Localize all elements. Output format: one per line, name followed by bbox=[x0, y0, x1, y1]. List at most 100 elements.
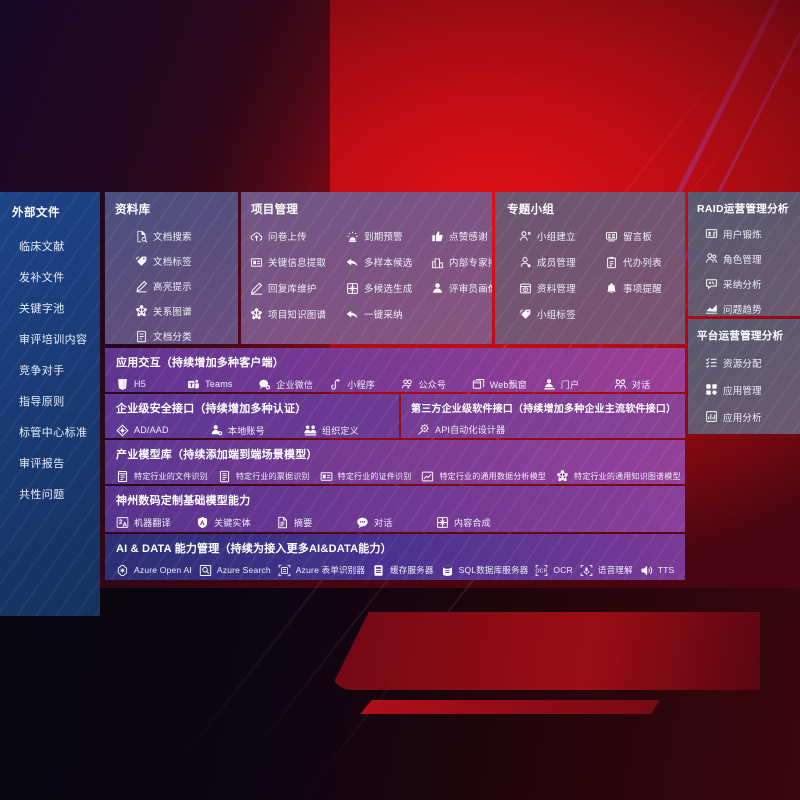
app-item-portal[interactable]: 门户 bbox=[543, 374, 614, 392]
thirdparty-item-api-designer[interactable]: API自动化设计器 bbox=[417, 419, 505, 438]
ai-item-ocr[interactable]: OCR OCR bbox=[535, 560, 573, 580]
model-item-file-recognition[interactable]: 特定行业的文件识别 bbox=[116, 466, 208, 484]
sidebar-item-keyword-pool[interactable]: 关键字池 bbox=[19, 303, 65, 315]
band-industry-model: 产业模型库（持续添加端到端场景模型） 特定行业的文件识别 特定行业的票据识别 特… bbox=[105, 440, 685, 484]
model-item-data-analysis[interactable]: 特定行业的通用数据分析模型 bbox=[421, 466, 546, 484]
capability-map: 外部文件 临床文献 发补文件 关键字池 审评培训内容 竞争对手 指导原则 标管中… bbox=[0, 192, 800, 616]
chat-analytics-icon bbox=[705, 277, 718, 290]
person-settings-icon bbox=[519, 256, 532, 269]
project-item-knowledge-graph[interactable]: 项目知识图谱 bbox=[250, 302, 346, 326]
model-item-knowledge-graph[interactable]: 特定行业的通用知识图谱模型 bbox=[556, 466, 681, 484]
dcits-item-content-synthesis[interactable]: 内容合成 bbox=[436, 512, 516, 532]
ai-item-sql-database[interactable]: SQL数据库服务器 bbox=[441, 560, 529, 580]
app-item-miniprogram[interactable]: 小程序 bbox=[329, 374, 400, 392]
ai-item-tts[interactable]: TTS bbox=[640, 560, 675, 580]
ai-item-cache-server[interactable]: 缓存服务器 bbox=[372, 560, 434, 580]
platform-item-resource-allocation[interactable]: 资源分配 bbox=[705, 350, 800, 375]
project-item-questionnaire-upload[interactable]: 问卷上传 bbox=[250, 224, 346, 248]
document-list-icon bbox=[135, 330, 148, 343]
ai-item-speech-understanding[interactable]: 语音理解 bbox=[580, 560, 633, 580]
library-item-document-category[interactable]: 文档分类 bbox=[135, 325, 238, 344]
organization-icon bbox=[304, 424, 317, 437]
library-item-relation-graph[interactable]: 关系图谱 bbox=[135, 300, 238, 322]
team-item-create-group[interactable]: 小组建立 bbox=[519, 224, 605, 248]
raid-item-user-training[interactable]: 用户锻炼 bbox=[705, 222, 800, 245]
security-item-org-definition[interactable]: 组织定义 bbox=[304, 420, 398, 438]
item-label: Teams bbox=[205, 379, 233, 389]
sidebar-item-competitors[interactable]: 竞争对手 bbox=[19, 365, 65, 377]
panel-project-title: 项目管理 bbox=[251, 204, 299, 216]
team-item-group-tag[interactable]: 小组标签 bbox=[519, 302, 605, 326]
ai-item-form-recognizer[interactable]: Azure 表单识别器 bbox=[278, 560, 365, 580]
sidebar-item-standards-center[interactable]: 标管中心标准 bbox=[19, 427, 88, 439]
item-label: 特定行业的通用数据分析模型 bbox=[439, 471, 547, 481]
team-item-event-reminder[interactable]: 事项提醒 bbox=[605, 276, 685, 300]
platform-item-app-analysis[interactable]: 应用分析 bbox=[705, 404, 800, 429]
sidebar-item-review-report[interactable]: 审评报告 bbox=[19, 458, 65, 470]
model-item-idcard-recognition[interactable]: 特定行业的证件识别 bbox=[320, 466, 412, 484]
ai-item-azure-search[interactable]: Azure Search bbox=[199, 560, 271, 580]
sidebar-item-supplement-files[interactable]: 发补文件 bbox=[19, 272, 65, 284]
app-item-wecom[interactable]: 企业微信 bbox=[258, 374, 329, 392]
item-label: 小组标签 bbox=[537, 310, 576, 321]
team-item-todo-list[interactable]: 代办列表 bbox=[605, 250, 685, 274]
dialog-group-icon bbox=[614, 378, 627, 391]
app-item-web-float-window[interactable]: Web飘窗 bbox=[472, 374, 543, 392]
library-item-document-tag[interactable]: 文档标签 bbox=[135, 250, 238, 272]
app-item-teams[interactable]: Teams bbox=[187, 374, 258, 392]
speech-icon bbox=[580, 564, 593, 577]
item-label: Web飘窗 bbox=[489, 379, 527, 390]
raid-item-role-management[interactable]: 角色管理 bbox=[705, 247, 800, 270]
sidebar-item-guidelines[interactable]: 指导原则 bbox=[19, 396, 65, 408]
project-item-thanks-like[interactable]: 点赞感谢 bbox=[431, 224, 492, 248]
web-window-icon bbox=[472, 378, 485, 391]
sidebar-item-common-issues[interactable]: 共性问题 bbox=[19, 489, 65, 501]
entity-badge-icon bbox=[196, 516, 209, 529]
sidebar-title: 外部文件 bbox=[12, 207, 60, 219]
item-label: Azure Open AI bbox=[134, 565, 192, 575]
platform-item-app-management[interactable]: 应用管理 bbox=[705, 377, 800, 402]
team-item-material-management[interactable]: 资料管理 bbox=[519, 276, 605, 300]
item-label: 组织定义 bbox=[322, 425, 359, 436]
library-item-highlight[interactable]: 高亮提示 bbox=[135, 275, 238, 297]
miniprogram-icon bbox=[329, 378, 342, 391]
ai-item-azure-openai[interactable]: Azure Open AI bbox=[116, 560, 192, 580]
project-item-reply-library[interactable]: 回复库维护 bbox=[250, 276, 346, 300]
model-item-receipt-recognition[interactable]: 特定行业的票据识别 bbox=[218, 466, 310, 484]
project-item-one-click-adopt[interactable]: 一键采纳 bbox=[346, 302, 431, 326]
project-item-multi-sample-candidate[interactable]: 多样本候选 bbox=[346, 250, 431, 274]
panel-raid-analytics: RAID运营管理分析 用户锻炼 角色管理 采纳分析 问题趋势 bbox=[688, 192, 800, 316]
item-label: 特定行业的证件识别 bbox=[337, 471, 412, 481]
security-item-ad-aad[interactable]: AD/AAD bbox=[116, 420, 210, 438]
project-item-expert-ranking[interactable]: 内部专家排名 bbox=[431, 250, 492, 274]
sidebar-item-clinical-literature[interactable]: 临床文献 bbox=[19, 241, 65, 253]
item-label: 企业微信 bbox=[276, 379, 314, 390]
team-item-member-management[interactable]: 成员管理 bbox=[519, 250, 605, 274]
dcits-item-summary[interactable]: 摘要 bbox=[276, 512, 356, 532]
security-item-local-account[interactable]: 本地账号 bbox=[210, 420, 304, 438]
project-item-key-info-extract[interactable]: 关键信息提取 bbox=[250, 250, 346, 274]
app-item-h5[interactable]: H5 bbox=[116, 374, 187, 392]
dcits-item-machine-translation[interactable]: 机器翻译 bbox=[116, 512, 196, 532]
sidebar-item-review-training[interactable]: 审评培训内容 bbox=[19, 334, 88, 346]
grid-apps-icon bbox=[705, 383, 718, 396]
panel-project-items: 问卷上传 到期预警 点赞感谢 关键信息提取 多样本候选 内部专家排名 bbox=[241, 217, 492, 326]
search-box-icon bbox=[199, 564, 212, 577]
app-item-official-account[interactable]: 公众号 bbox=[401, 374, 472, 392]
raid-item-adoption-analysis[interactable]: 采纳分析 bbox=[705, 272, 800, 295]
team-item-message-board[interactable]: 留言板 bbox=[605, 224, 685, 248]
raid-item-issue-trend[interactable]: 问题趋势 bbox=[705, 297, 800, 316]
decorative-shape bbox=[330, 612, 760, 690]
panel-team-items: 小组建立 留言板 成员管理 代办列表 资料管理 事项提醒 bbox=[495, 217, 685, 326]
dcits-item-key-entity[interactable]: 关键实体 bbox=[196, 512, 276, 532]
project-item-due-alert[interactable]: 到期预警 bbox=[346, 224, 431, 248]
band-ai-data: AI & DATA 能力管理（持续为接入更多AI&DATA能力） Azure O… bbox=[105, 534, 685, 580]
dcits-item-dialogue[interactable]: 对话 bbox=[356, 512, 436, 532]
item-label: 问卷上传 bbox=[268, 232, 307, 243]
item-label: 小组建立 bbox=[537, 232, 576, 243]
library-item-document-search[interactable]: 文档搜索 bbox=[135, 225, 238, 247]
project-item-reviewer-profile[interactable]: 评审员画像 bbox=[431, 276, 492, 300]
teams-icon bbox=[187, 378, 200, 391]
project-item-multi-candidate-gen[interactable]: 多候选生成 bbox=[346, 276, 431, 300]
app-item-dialogue[interactable]: 对话 bbox=[614, 374, 685, 392]
